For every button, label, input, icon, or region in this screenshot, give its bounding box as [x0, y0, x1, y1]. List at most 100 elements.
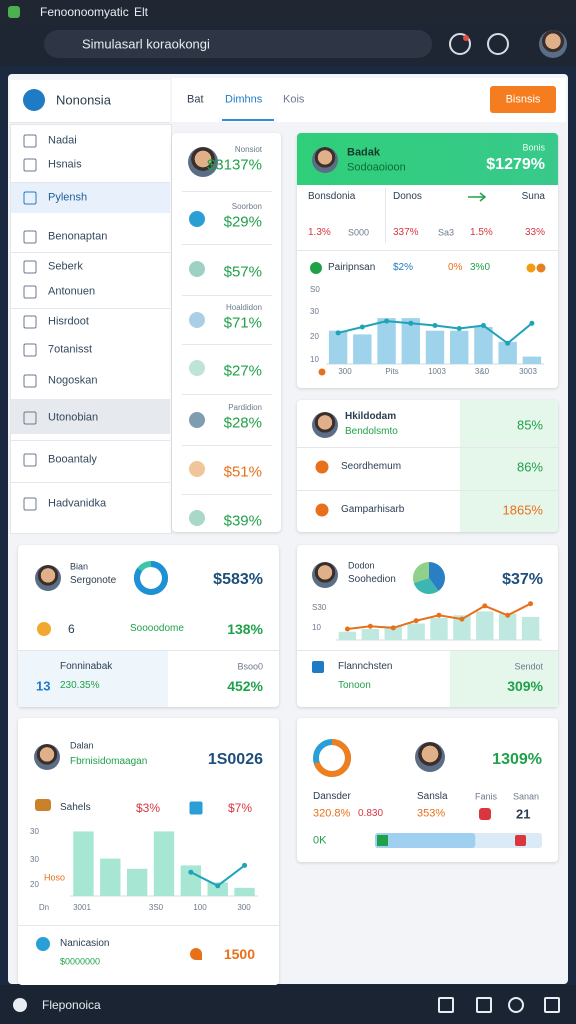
sidebar-item[interactable]: Booantaly — [48, 453, 97, 466]
sidebar-item[interactable]: Pylensh — [48, 191, 88, 204]
divider — [297, 490, 558, 491]
name: Dalan — [70, 740, 94, 751]
brand[interactable]: Nononsia — [56, 92, 111, 108]
sidebar-icon — [23, 134, 37, 148]
url-text[interactable]: Simulasarl koraokongi — [82, 36, 210, 52]
divider — [182, 444, 272, 446]
label: Soooodome — [130, 623, 184, 634]
button-label[interactable]: Bisnsis — [505, 93, 541, 106]
divider — [297, 250, 558, 251]
sidebar-item[interactable]: Benonaptan — [48, 230, 108, 243]
tab-icon — [8, 6, 20, 18]
tab-active[interactable]: Dimhns — [225, 93, 263, 106]
note: $0000000 — [60, 956, 101, 967]
legend-icon — [310, 262, 322, 274]
legend-value: 3%0 — [470, 262, 491, 273]
row-icon — [37, 622, 51, 636]
tab[interactable]: Kois — [283, 93, 305, 106]
divider — [385, 188, 386, 243]
value: 320.8% — [313, 807, 351, 820]
axis-label: 300 — [237, 903, 251, 912]
axis-label: 30 — [30, 855, 39, 864]
axis-label: 20 — [30, 880, 39, 889]
tab-title[interactable]: Fenoonoomyatic — [40, 5, 129, 19]
label: Sanan — [513, 791, 540, 802]
legend-dot — [526, 263, 536, 273]
divider — [182, 244, 272, 245]
tab-underline — [222, 119, 274, 121]
divider — [11, 182, 170, 183]
axis-label: 10 — [312, 623, 321, 632]
bottom-icon[interactable] — [508, 997, 524, 1013]
sidebar-item[interactable]: Seberk — [48, 260, 83, 273]
name: Badak — [347, 146, 381, 159]
axis-label: Dn — [38, 903, 50, 912]
bottom-icon[interactable] — [544, 997, 560, 1013]
label: Sendot — [514, 661, 543, 672]
label: Sansla — [417, 791, 448, 802]
sidebar-item[interactable]: 7otanisst — [48, 343, 93, 356]
column: Suna — [521, 191, 545, 202]
bottom-title: Fleponoica — [42, 998, 101, 1012]
bottom-icon[interactable] — [438, 997, 454, 1013]
divider — [11, 482, 170, 483]
sidebar-item[interactable]: Hisrdoot — [48, 315, 89, 328]
label: Fanis — [475, 791, 498, 802]
status: 0K — [313, 834, 327, 847]
axis-label: 3003 — [519, 367, 537, 376]
divider — [18, 925, 279, 926]
sidebar-item[interactable]: Utonobian — [48, 411, 99, 424]
bottom-icon[interactable] — [476, 997, 492, 1013]
legend-name: Pairipnsan — [328, 262, 376, 273]
divider — [11, 308, 170, 309]
sidebar-item[interactable]: Antonuen — [48, 285, 96, 298]
total: $1279% — [486, 156, 545, 173]
row-icon — [189, 510, 205, 526]
sidebar-item[interactable]: Hadvanidka — [48, 497, 107, 510]
sidebar-icon — [23, 453, 37, 467]
badge — [463, 35, 469, 41]
value: S000 — [348, 227, 370, 238]
bottom-icon[interactable] — [13, 998, 27, 1012]
name: Dodon — [348, 560, 375, 571]
sidebar-icon — [23, 285, 37, 299]
name: Hkildodam — [345, 411, 397, 422]
user-avatar[interactable] — [539, 30, 567, 58]
action-button[interactable] — [490, 86, 556, 113]
card-a-header — [297, 133, 558, 185]
count: 6 — [68, 622, 75, 636]
row-icon — [36, 937, 50, 951]
card-f — [297, 718, 558, 862]
row-icon — [189, 412, 205, 428]
metric-label: Soorbon — [231, 202, 262, 211]
axis-label: 3001 — [73, 903, 91, 912]
card-d-panel — [450, 651, 558, 707]
avatar — [312, 147, 338, 173]
value: Sa3 — [438, 227, 455, 238]
value: 1.5% — [470, 227, 493, 238]
url-bar[interactable] — [44, 30, 432, 58]
extension-icon[interactable] — [449, 33, 471, 55]
divider — [182, 190, 272, 192]
tab[interactable]: Bat — [187, 93, 204, 106]
sidebar-item[interactable]: Nogoskan — [48, 374, 98, 387]
row-icon — [189, 360, 205, 376]
divider — [297, 447, 558, 448]
divider — [11, 252, 170, 253]
row-icon — [189, 801, 203, 815]
sidebar-icon — [23, 411, 37, 425]
sidebar-item[interactable]: Nadai — [48, 134, 77, 147]
avatar — [34, 744, 60, 770]
sidebar-item[interactable]: Hsnais — [48, 158, 82, 171]
value: 86% — [516, 459, 543, 475]
profile-icon[interactable] — [487, 33, 509, 55]
note: Tonoon — [338, 680, 371, 691]
label: Sahels — [60, 802, 91, 813]
sidebar-icon — [23, 315, 37, 329]
metric-label: Nonsiot — [234, 145, 262, 154]
metric-value: $39% — [223, 512, 262, 530]
tab-extra[interactable]: Elt — [134, 5, 149, 19]
name: Seordhemum — [341, 461, 402, 472]
code: 13 — [36, 678, 51, 694]
